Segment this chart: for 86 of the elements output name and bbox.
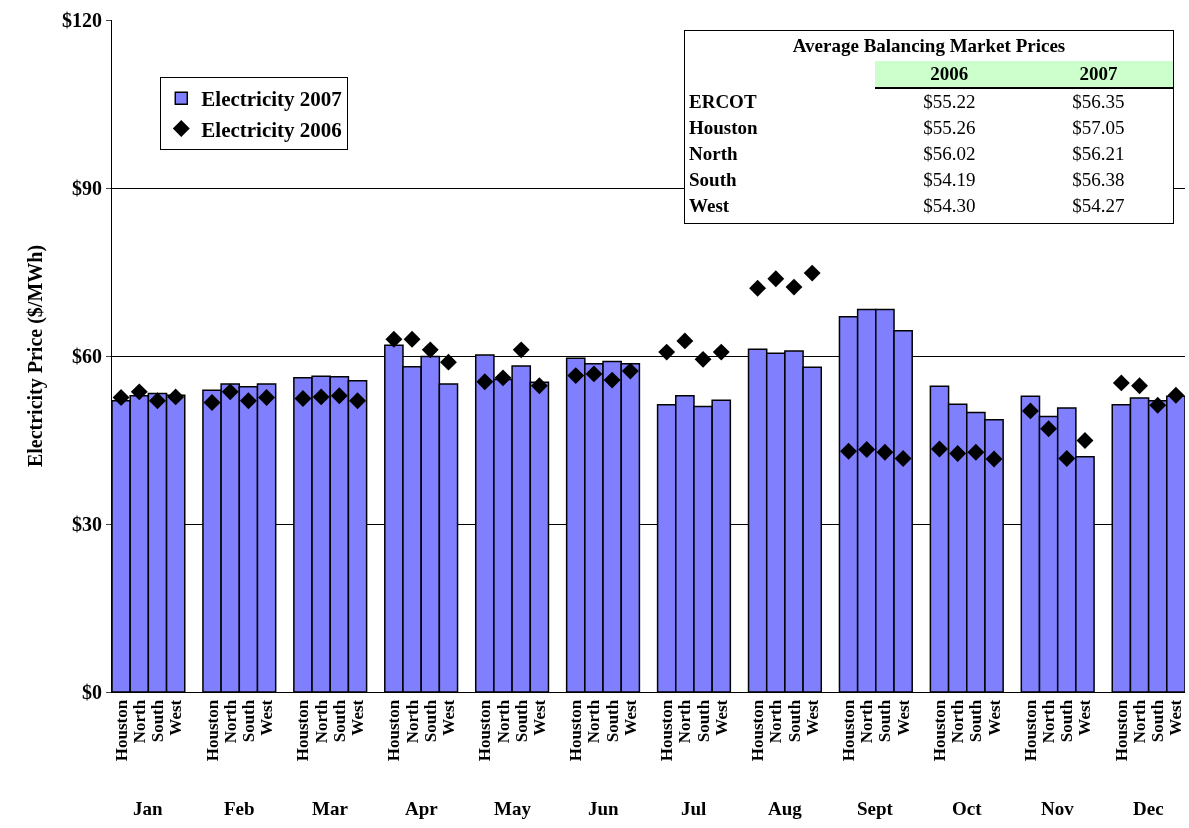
x-tick-label: North: [857, 699, 877, 744]
x-tick-label: Houston: [839, 699, 859, 762]
y-tick-label: $30: [72, 513, 102, 535]
text: Nov: [1041, 798, 1075, 819]
annotation: $56.02: [922, 142, 977, 166]
annotation: $56.38: [1071, 168, 1126, 192]
annotation: $54.30: [922, 194, 977, 218]
annotation: West: [688, 194, 731, 218]
x-tick-label: West: [711, 699, 731, 736]
x-tick-label: Houston: [1020, 699, 1040, 762]
x-tick-label: South: [693, 699, 713, 743]
annotation: Average Balancing Market Prices: [791, 34, 1067, 58]
x-tick-label: South: [147, 699, 167, 743]
x-tick-label: West: [529, 699, 549, 736]
annotation: Houston: [688, 116, 759, 140]
annotation: $56.35: [1071, 90, 1126, 114]
x-tick-label: South: [420, 699, 440, 743]
annotation: $54.27: [1071, 194, 1126, 218]
x-tick-label: Houston: [566, 699, 586, 762]
x-tick-label: North: [402, 699, 422, 744]
legend-label: Electricity 2007: [201, 87, 342, 112]
y-tick-label: $120: [62, 9, 102, 31]
x-tick-label: North: [220, 699, 240, 744]
annotation: $56.21: [1071, 142, 1126, 166]
annotation: $55.26: [922, 116, 977, 140]
y-tick-label: $90: [72, 177, 102, 199]
x-tick-label: Houston: [1111, 699, 1131, 762]
x-tick-label: North: [311, 699, 331, 744]
annotation: $55.22: [922, 90, 977, 114]
annotation: $54.19: [922, 168, 977, 192]
y-tick-label: $60: [72, 345, 102, 367]
x-tick-label: West: [166, 699, 186, 736]
annotation: 2007: [1023, 61, 1173, 88]
x-tick-label: South: [784, 699, 804, 743]
x-tick-label: South: [966, 699, 986, 743]
y-axis-title: Electricity Price ($/MWh): [23, 244, 47, 468]
x-tick-label: North: [1130, 699, 1150, 744]
x-tick-label: North: [948, 699, 968, 744]
text: Jul: [681, 798, 707, 819]
x-tick-label: West: [620, 699, 640, 736]
x-tick-label: Houston: [384, 699, 404, 762]
x-tick-label: South: [875, 699, 895, 743]
text: Sept: [857, 798, 894, 819]
x-tick-label: Houston: [111, 699, 131, 762]
text: Dec: [1133, 798, 1164, 819]
x-tick-label: North: [1039, 699, 1059, 744]
text: Oct: [952, 798, 983, 819]
x-tick-label: West: [257, 699, 277, 736]
annotation: ERCOT: [688, 89, 758, 114]
text: Mar: [312, 798, 349, 819]
text: Feb: [224, 798, 255, 819]
text: Apr: [405, 798, 439, 819]
x-tick-label: Houston: [657, 699, 677, 762]
x-tick-label: North: [493, 699, 513, 744]
annotation: North: [688, 142, 739, 166]
x-tick-label: North: [675, 699, 695, 744]
x-tick-label: North: [129, 699, 149, 744]
x-tick-label: North: [766, 699, 786, 744]
annotation: South: [688, 168, 738, 192]
text: Jun: [588, 798, 620, 819]
x-tick-label: West: [984, 699, 1004, 736]
y-tick-label: $0: [82, 681, 102, 703]
x-tick-label: West: [802, 699, 822, 736]
annotation: 2006: [874, 61, 1024, 88]
x-tick-label: South: [329, 699, 349, 743]
legend-label: Electricity 2006: [201, 117, 342, 142]
text: Jan: [133, 798, 163, 819]
x-tick-label: Houston: [748, 699, 768, 762]
x-tick-label: Houston: [930, 699, 950, 762]
annotation: $57.05: [1071, 116, 1126, 140]
x-tick-label: West: [348, 699, 368, 736]
x-tick-label: West: [1166, 699, 1186, 736]
x-tick-label: South: [1057, 699, 1077, 743]
x-tick-label: South: [602, 699, 622, 743]
x-tick-label: West: [893, 699, 913, 736]
text: May: [494, 798, 532, 819]
x-tick-label: South: [511, 699, 531, 743]
x-tick-label: Houston: [202, 699, 222, 762]
x-tick-label: West: [438, 699, 458, 736]
x-tick-label: Houston: [475, 699, 495, 762]
text: Aug: [768, 798, 803, 819]
x-tick-label: Houston: [293, 699, 313, 762]
x-tick-label: South: [1148, 699, 1168, 743]
x-tick-label: South: [238, 699, 258, 743]
x-tick-label: North: [584, 699, 604, 744]
x-tick-label: West: [1075, 699, 1095, 736]
